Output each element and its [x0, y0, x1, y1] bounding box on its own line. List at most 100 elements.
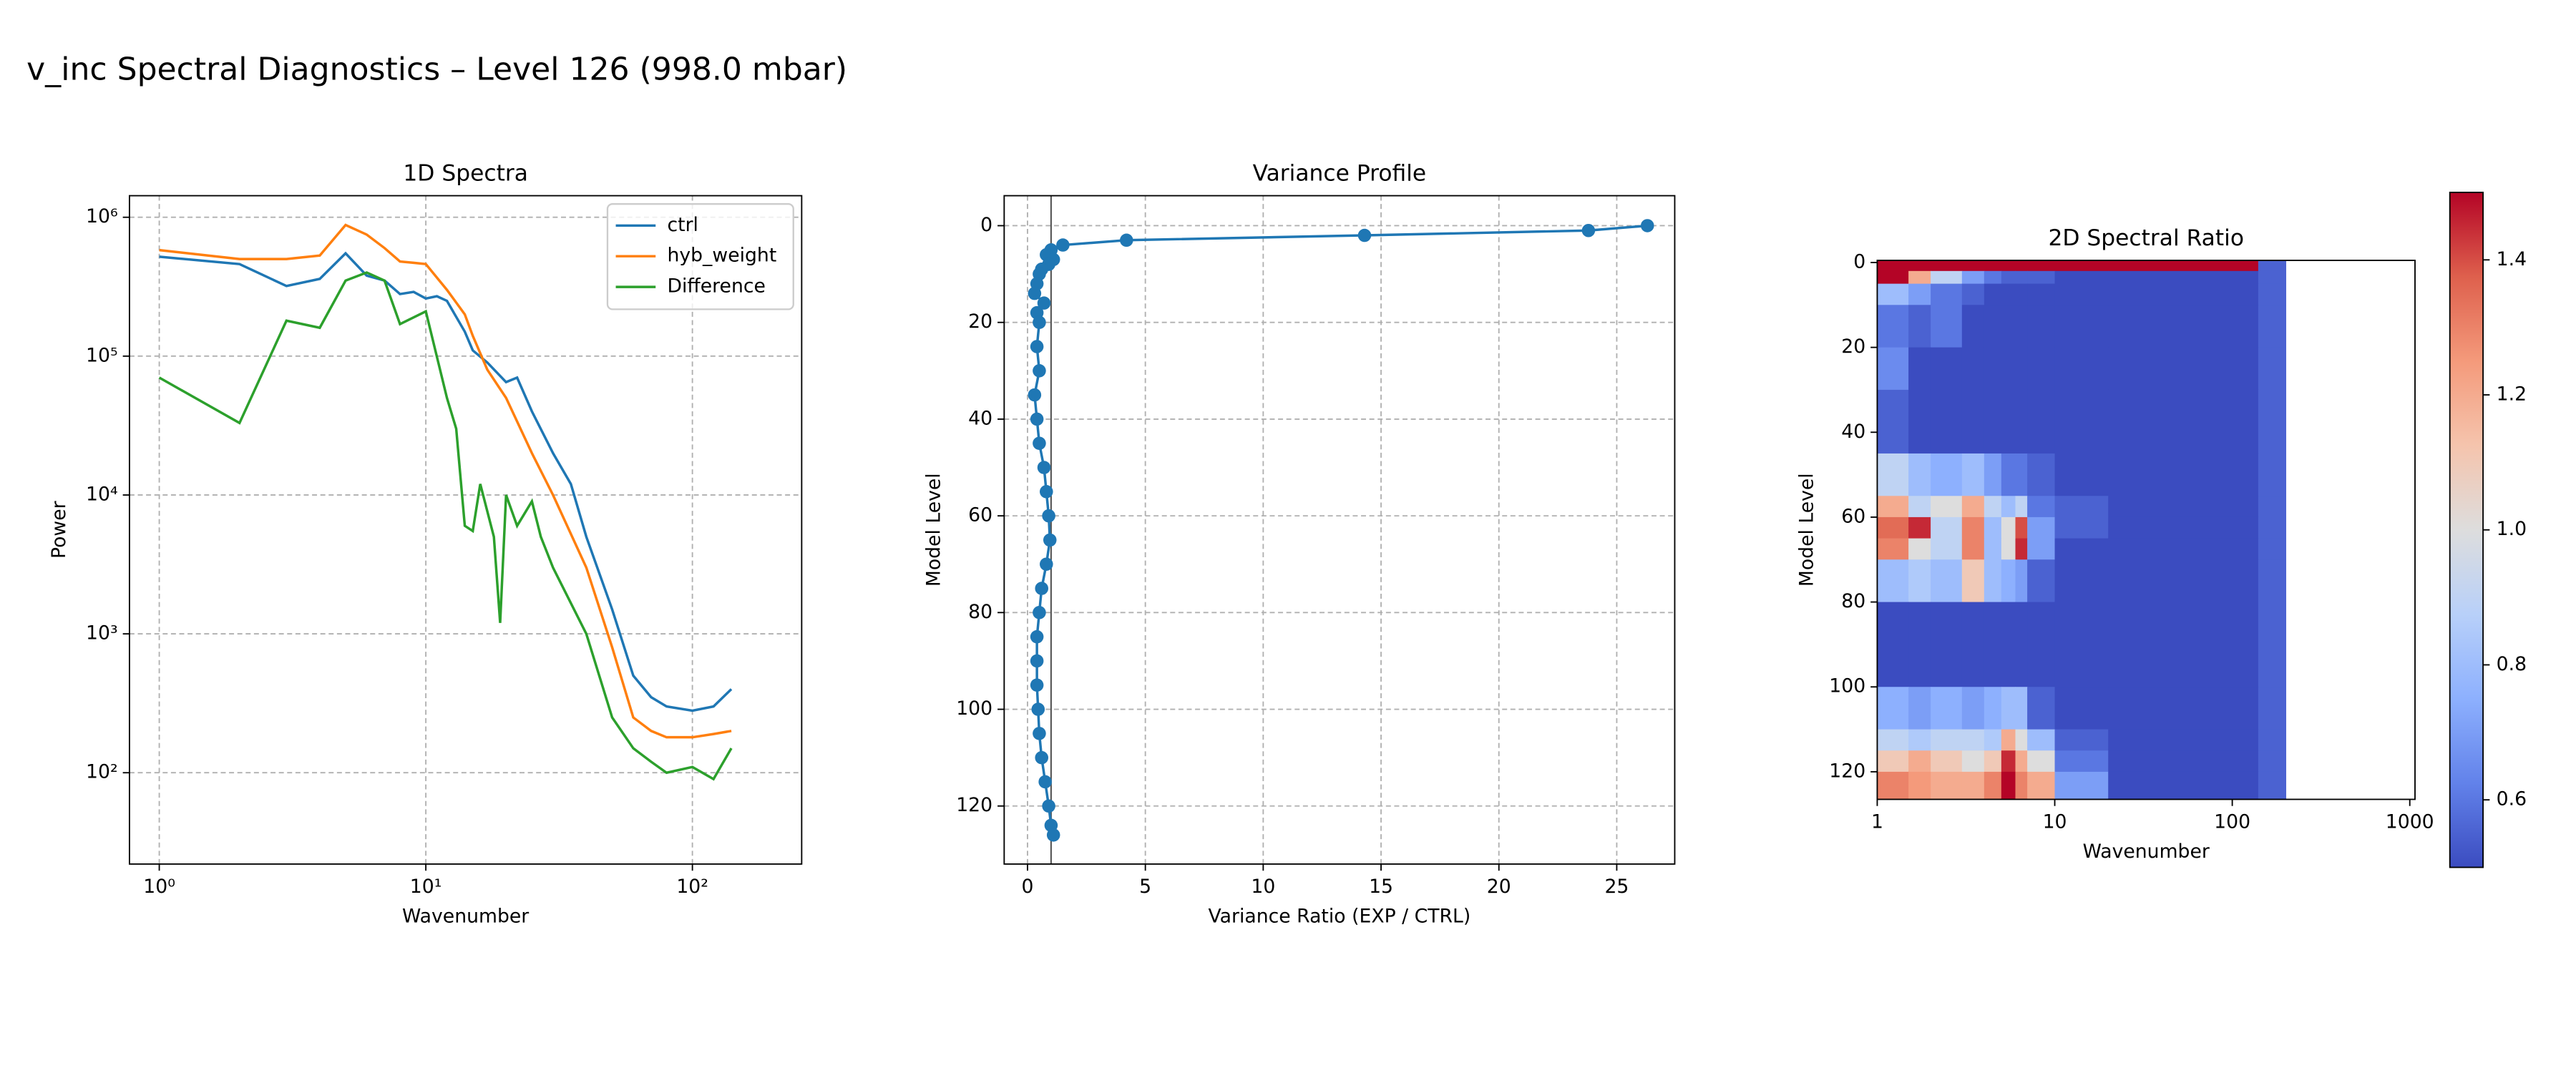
x-tick-label: 10¹: [410, 876, 442, 898]
heatmap-cell: [1908, 283, 1931, 305]
heatmap-cell: [2015, 496, 2028, 518]
heatmap-cell: [1908, 260, 1931, 272]
heatmap-cell: [1931, 347, 1963, 391]
heatmap-cell: [1931, 750, 1963, 773]
heatmap-cell: [2258, 750, 2287, 773]
heatmap-cell: [1984, 347, 2002, 391]
heatmap-cell: [2001, 516, 2016, 539]
heatmap-cell: [1877, 260, 1909, 272]
figure-title: v_inc Spectral Diagnostics – Level 126 (…: [26, 52, 847, 88]
heatmap-cell: [1961, 750, 1985, 773]
x-tick-label: 10²: [676, 876, 708, 898]
heatmap-cell: [1961, 516, 1985, 539]
marker: [1042, 799, 1055, 813]
heatmap-cell: [1931, 538, 1963, 560]
heatmap-cell: [2054, 516, 2109, 539]
heatmap-cell: [1908, 496, 1931, 518]
heatmap-cell: [2054, 270, 2109, 285]
heatmap-cell: [2001, 729, 2016, 751]
heatmap-cell: [2258, 516, 2287, 539]
heatmap-cell: [1908, 729, 1931, 751]
heatmap-cell: [1877, 771, 1909, 800]
heatmap-cell: [2108, 771, 2259, 800]
x-tick-label: 10⁰: [143, 876, 175, 898]
heatmap-cell: [2015, 729, 2028, 751]
series-line: [159, 223, 732, 739]
heatmap-cell: [1908, 453, 1931, 496]
heatmap-cell: [1877, 750, 1909, 773]
colorbar-tick-label: 0.6: [2497, 788, 2527, 810]
heatmap-cell: [1877, 389, 1909, 454]
heatmap-cell: [2027, 602, 2056, 687]
legend-label: hyb_weight: [667, 245, 776, 267]
marker: [1037, 296, 1051, 310]
heatmap-cell: [2108, 270, 2259, 285]
heatmap-cell: [2015, 260, 2028, 272]
heatmap-cell: [1961, 602, 1985, 687]
heatmap-cell: [1961, 496, 1985, 518]
heatmap-cell: [2015, 538, 2028, 560]
heatmap-cell: [2108, 750, 2259, 773]
heatmap-cell: [2001, 389, 2016, 454]
heatmap-cell: [1877, 496, 1909, 518]
marker: [1038, 775, 1052, 789]
heatmap-cell: [2108, 389, 2259, 454]
x-tick-label: 5: [1139, 876, 1151, 898]
heatmap-cell: [2015, 270, 2028, 285]
y-tick-label: 60: [968, 504, 992, 526]
heatmap-cell: [2001, 260, 2016, 272]
heatmap-cell: [1908, 771, 1931, 800]
heatmap-cell: [2027, 260, 2056, 272]
heatmap-cell: [2108, 516, 2259, 539]
heatmap-cell: [1961, 347, 1985, 391]
heatmap-cell: [2054, 453, 2109, 496]
axes-frame: [129, 195, 803, 865]
heatmap-cell: [2108, 260, 2259, 272]
y-tick-label: 10⁶: [86, 205, 118, 227]
heatmap-cell: [1908, 750, 1931, 773]
marker: [1033, 315, 1046, 329]
heatmap-cell: [2001, 496, 2016, 518]
heatmap-cell: [1961, 389, 1985, 454]
heatmap-cell: [2027, 559, 2056, 603]
y-tick-label: 100: [956, 697, 992, 720]
heatmap-cell: [2015, 389, 2028, 454]
heatmap-cell: [1908, 687, 1931, 730]
x-tick-label: 15: [1369, 876, 1393, 898]
heatmap-cell: [1984, 270, 2002, 285]
axes-frame: [1876, 260, 2416, 800]
heatmap-cell: [2054, 283, 2109, 305]
heatmap-cell: [1877, 305, 1909, 348]
y-tick-label: 20: [968, 310, 992, 333]
marker: [1046, 828, 1060, 842]
heatmap-cell: [1984, 538, 2002, 560]
marker: [1028, 286, 1042, 300]
heatmap-cell: [1908, 270, 1931, 285]
heatmap-cell: [1961, 771, 1985, 800]
heatmap-cell: [2027, 347, 2056, 391]
heatmap-cell: [2108, 496, 2259, 518]
heatmap-cell: [2108, 305, 2259, 348]
marker: [1040, 485, 1053, 499]
heatmap-cell: [1984, 260, 2002, 272]
heatmap-cell: [1931, 771, 1963, 800]
y-axis-label: Model Level: [922, 473, 945, 587]
heatmap-cell: [2054, 347, 2109, 391]
heatmap-cell: [2027, 687, 2056, 730]
heatmap-cell: [2027, 496, 2056, 518]
marker: [1120, 233, 1133, 248]
heatmap-cell: [2027, 389, 2056, 454]
heatmap-cell: [1984, 559, 2002, 603]
heatmap-cell: [2027, 453, 2056, 496]
marker: [1030, 412, 1044, 426]
heatmap-cell: [1984, 516, 2002, 539]
x-axis-label: Wavenumber: [402, 906, 529, 928]
heatmap-cell: [2001, 538, 2016, 560]
heatmap-cell: [2015, 687, 2028, 730]
y-tick-label: 40: [968, 407, 992, 429]
heatmap-cell: [1931, 389, 1963, 454]
y-axis-label: Model Level: [1796, 473, 1818, 587]
heatmap-cell: [2015, 771, 2028, 800]
marker: [1031, 702, 1045, 716]
heatmap-cell: [2054, 389, 2109, 454]
